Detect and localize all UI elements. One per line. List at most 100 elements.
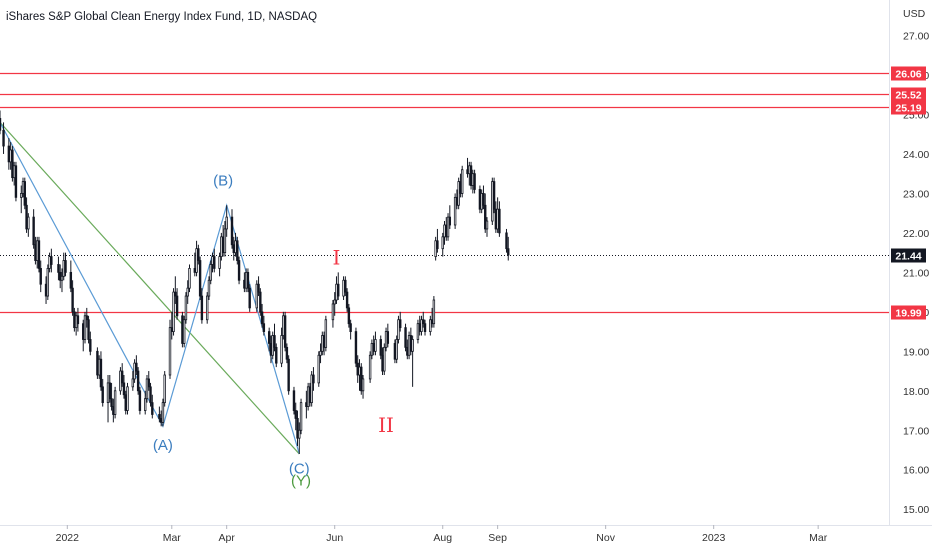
candle-body: [71, 287, 74, 313]
candle-body: [97, 358, 101, 376]
x-axis[interactable]: 2022 Mar Apr Jun Aug Sep Nov 2023 Mar: [56, 525, 828, 544]
candle: [381, 347, 384, 375]
candle: [21, 177, 25, 198]
candle-body: [372, 343, 375, 352]
candle: [232, 236, 235, 261]
candle-body: [360, 366, 363, 392]
y-axis[interactable]: 15.0016.0017.0018.0019.0020.0021.0022.00…: [891, 31, 929, 517]
candle-body: [505, 232, 508, 250]
candle: [2, 122, 5, 154]
candle-body: [74, 315, 78, 329]
candle-body: [124, 394, 127, 411]
candle-body: [471, 173, 475, 186]
candle-body: [159, 418, 163, 423]
candle: [62, 252, 65, 281]
candle: [457, 177, 460, 210]
candle: [379, 335, 382, 360]
candle-body: [397, 319, 400, 340]
candle: [491, 177, 494, 225]
candle-body: [112, 406, 115, 415]
candle: [200, 288, 204, 324]
candle-body: [122, 382, 126, 396]
candle-body: [423, 323, 427, 332]
chart-title: iShares S&P Global Clean Energy Index Fu…: [6, 11, 317, 23]
candle-body: [294, 410, 297, 419]
candle-body: [271, 335, 274, 356]
candle-body: [267, 331, 271, 344]
candle-body: [174, 291, 177, 297]
candle: [32, 209, 35, 249]
candle: [273, 323, 276, 352]
candle-body: [273, 335, 276, 348]
candle-body: [457, 181, 460, 206]
candle: [112, 398, 115, 423]
candle: [280, 327, 283, 368]
candle: [344, 276, 347, 297]
candle: [257, 276, 260, 297]
candle: [478, 185, 482, 214]
candle-body: [461, 169, 464, 194]
x-tick-label: Sep: [488, 532, 507, 544]
wave-annotation-label: (A): [153, 437, 173, 454]
candle: [423, 319, 427, 336]
candle-body: [459, 181, 462, 194]
y-tick-label: 21.00: [903, 267, 929, 279]
horizontal-levels: [0, 72, 889, 314]
candle-body: [221, 236, 225, 254]
candle: [230, 209, 234, 249]
candle-body: [453, 196, 457, 226]
candle: [170, 311, 173, 340]
candle-body: [331, 303, 335, 321]
candle-body: [149, 386, 152, 404]
candle-body: [14, 165, 18, 198]
candle: [310, 371, 313, 407]
candle-body: [246, 271, 250, 289]
candle: [434, 236, 437, 261]
candle: [420, 315, 423, 336]
y-tick-label: 18.00: [903, 386, 929, 398]
x-tick-label: 2022: [56, 532, 80, 544]
candle: [259, 288, 262, 316]
candle-body: [308, 386, 312, 404]
candle-body: [101, 386, 104, 404]
candle: [82, 319, 85, 352]
candle-body: [163, 374, 166, 404]
candle: [147, 371, 150, 391]
candle: [101, 378, 104, 407]
candle: [397, 315, 400, 344]
candle: [126, 382, 129, 415]
candle-body: [37, 240, 41, 269]
candle-body: [120, 370, 124, 384]
candle-body: [218, 256, 221, 269]
candle: [429, 315, 432, 336]
candle-body: [478, 189, 482, 210]
candle: [168, 319, 172, 379]
candle: [324, 315, 328, 352]
candle: [312, 367, 315, 391]
candle-body: [333, 299, 336, 305]
candle-body: [32, 216, 35, 246]
candle-body: [62, 260, 65, 277]
candle: [35, 236, 39, 269]
candle-body: [20, 193, 23, 198]
candle: [73, 307, 76, 332]
candle-body: [211, 256, 214, 265]
candle-body: [50, 256, 53, 265]
candle-body: [409, 335, 413, 352]
candle-body: [379, 339, 382, 356]
candle-body: [168, 327, 172, 376]
candle-body: [411, 339, 414, 352]
candle: [505, 228, 508, 253]
candle: [207, 276, 211, 300]
candle-body: [64, 260, 67, 273]
candle-body: [73, 311, 76, 329]
candle: [87, 315, 90, 344]
candle-body: [445, 224, 448, 238]
trendline[interactable]: [0, 121, 300, 455]
candle: [271, 331, 274, 360]
candle: [282, 311, 285, 340]
candle: [294, 402, 297, 431]
candle-body: [236, 240, 239, 261]
